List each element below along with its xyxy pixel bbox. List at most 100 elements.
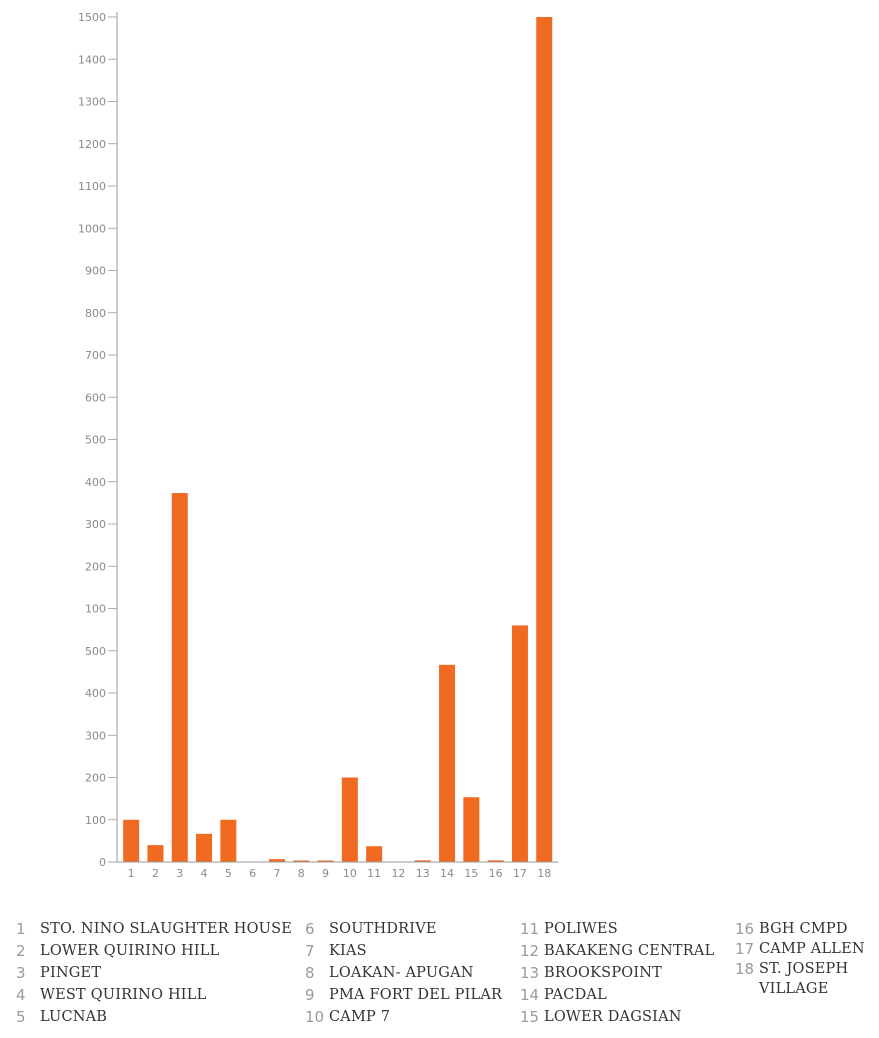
bar-13: [414, 860, 431, 862]
legend-item: 13 BROOKSPOINT: [520, 963, 714, 985]
legend-item-label: WEST QUIRINO HILL: [40, 987, 207, 1003]
legend-item: 6 SOUTHDRIVE: [305, 919, 502, 941]
legend-item-number: 2: [16, 942, 26, 960]
x-axis-ticks: 1 2 3 4 5 6 7 8 9 10 11 12 13 14 15 16 17 18: [128, 867, 552, 880]
legend-column: 16 BGH CMPD 17 CAMP ALLEN 18 ST. JOSEPH VILLA…: [735, 919, 877, 999]
legend-item: 17 CAMP ALLEN: [735, 939, 877, 959]
y-tick-label: 900: [85, 265, 106, 278]
x-tick-label: 3: [176, 867, 183, 880]
y-tick-label: 400: [85, 476, 106, 489]
legend-item-number: 10: [305, 1008, 325, 1026]
legend-item: 16 BGH CMPD: [735, 919, 877, 939]
legend-item-number: 7: [305, 942, 315, 960]
legend-item-label: STO. NINO SLAUGHTER HOUSE: [40, 921, 292, 937]
bar-5: [220, 819, 237, 862]
legend-item-label: LUCNAB: [40, 1009, 108, 1025]
legend-item-label: CAMP ALLEN: [759, 941, 865, 957]
y-tick-label: 1100: [78, 180, 106, 193]
legend-item-label: PMA FORT DEL PILAR: [329, 987, 503, 1003]
legend-item: 18 ST. JOSEPH VILLAGE: [735, 959, 877, 999]
x-tick-label: 11: [367, 867, 381, 880]
legend-item-label: BAKAKENG CENTRAL: [544, 943, 715, 959]
bars: [123, 17, 553, 862]
bar-15: [463, 797, 480, 862]
legend-item-number: 14: [520, 986, 540, 1004]
legend-item-number: 13: [520, 964, 540, 982]
legend-item-label: PACDAL: [544, 987, 607, 1003]
x-tick-label: 5: [225, 867, 232, 880]
bar-14: [439, 664, 456, 862]
legend-item-number: 1: [16, 920, 26, 938]
x-tick-label: 15: [464, 867, 478, 880]
bar-17: [511, 625, 528, 862]
y-tick-label: 800: [85, 307, 106, 320]
x-tick-label: 9: [322, 867, 329, 880]
bar-chart: 0 100 200 300 400 500 100 200 300 400 500 600 700 800…: [78, 11, 559, 880]
y-tick-label: 300: [85, 518, 106, 531]
y-tick-label: 500: [85, 645, 106, 658]
bar-9: [317, 860, 334, 862]
x-tick-label: 16: [489, 867, 503, 880]
legend-item-label: LOAKAN- APUGAN: [329, 965, 474, 981]
legend-item-label: KIAS: [329, 943, 367, 959]
y-tick-label: 0: [99, 856, 106, 869]
legend-item-number: 8: [305, 964, 315, 982]
legend-item: 12 BAKAKENG CENTRAL: [520, 941, 714, 963]
x-tick-label: 13: [416, 867, 430, 880]
y-tick-label: 100: [85, 814, 106, 827]
legend-item-number: 17: [735, 940, 755, 958]
legend-item: 9 PMA FORT DEL PILAR: [305, 985, 502, 1007]
legend-item: 5 LUCNAB: [16, 1007, 292, 1029]
x-tick-label: 2: [152, 867, 159, 880]
x-tick-label: 17: [513, 867, 527, 880]
bar-4: [196, 833, 213, 862]
y-tick-label: 1200: [78, 138, 106, 151]
y-tick-label: 1400: [78, 53, 106, 66]
x-tick-label: 6: [249, 867, 256, 880]
legend-item-number: 6: [305, 920, 315, 938]
y-tick-label: 200: [85, 772, 106, 785]
legend-item-label: POLIWES: [544, 921, 618, 937]
bar-10: [341, 777, 358, 862]
y-tick-label: 1500: [78, 11, 106, 24]
legend-item-number: 18: [735, 960, 755, 978]
bar-3: [171, 493, 188, 862]
x-tick-label: 18: [537, 867, 551, 880]
bar-8: [293, 860, 310, 862]
bar-7: [268, 859, 285, 862]
y-tick-label: 100: [85, 603, 106, 616]
legend-item-number: 5: [16, 1008, 26, 1026]
legend-column: 6 SOUTHDRIVE 7 KIAS 8 LOAKAN- APUGAN 9 PMA FORT…: [305, 919, 502, 1029]
legend-column: 1 STO. NINO SLAUGHTER HOUSE 2 LOWER QUIRINO…: [16, 919, 292, 1029]
y-tick-label: 400: [85, 687, 106, 700]
legend-item-label: SOUTHDRIVE: [329, 921, 437, 937]
legend-item: 3 PINGET: [16, 963, 292, 985]
y-tick-label: 1000: [78, 222, 106, 235]
x-tick-label: 1: [128, 867, 135, 880]
bar-1: [123, 819, 140, 862]
y-tick-label: 1300: [78, 96, 106, 109]
bar-2: [147, 845, 164, 862]
legend-item-number: 4: [16, 986, 26, 1004]
legend-item-label: LOWER DAGSIAN: [544, 1009, 682, 1025]
legend-item: 15 LOWER DAGSIAN: [520, 1007, 714, 1029]
legend-item-number: 15: [520, 1008, 540, 1026]
legend-item-label: ST. JOSEPH VILLAGE: [759, 961, 849, 997]
x-tick-label: 8: [298, 867, 305, 880]
bar-11: [366, 846, 383, 862]
legend-item-label: PINGET: [40, 965, 102, 981]
legend-item-label: BGH CMPD: [759, 921, 848, 937]
y-tick-label: 700: [85, 349, 106, 362]
legend-item-number: 16: [735, 920, 755, 938]
legend-item-number: 9: [305, 986, 315, 1004]
bar-16: [487, 860, 504, 862]
legend-column: 11 POLIWES 12 BAKAKENG CENTRAL 13 BROOKSPOINT…: [520, 919, 714, 1029]
legend-item-label: LOWER QUIRINO HILL: [40, 943, 220, 959]
legend-item-label: CAMP 7: [329, 1009, 391, 1025]
legend-item: 2 LOWER QUIRINO HILL: [16, 941, 292, 963]
y-tick-label: 500: [85, 434, 106, 447]
y-tick-label: 200: [85, 560, 106, 573]
legend-item: 8 LOAKAN- APUGAN: [305, 963, 502, 985]
legend-item: 14 PACDAL: [520, 985, 714, 1007]
x-tick-label: 7: [273, 867, 280, 880]
